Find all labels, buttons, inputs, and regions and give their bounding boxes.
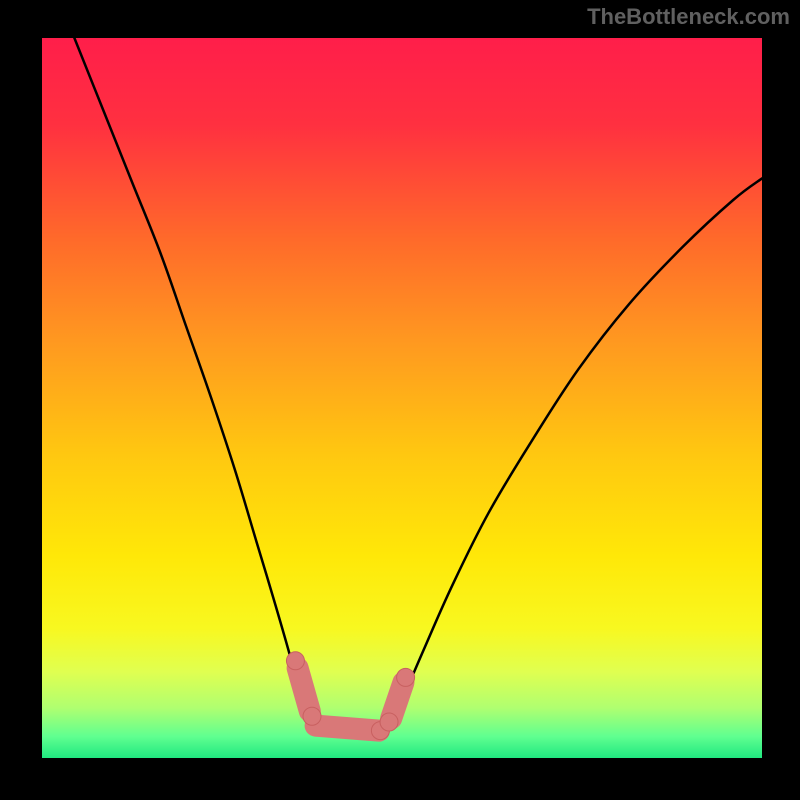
watermark-text: TheBottleneck.com	[587, 4, 790, 30]
chart-curves	[42, 38, 762, 758]
plot-area	[42, 38, 762, 758]
